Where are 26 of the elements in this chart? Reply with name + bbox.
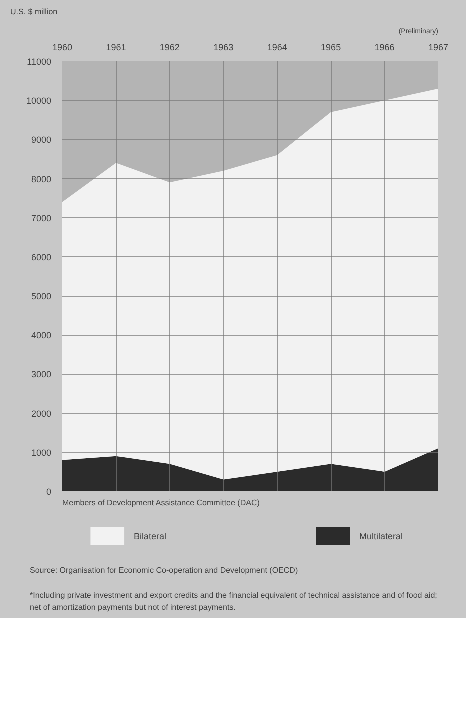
y-tick-label: 4000 bbox=[31, 330, 52, 341]
x-tick-label: 1964 bbox=[267, 42, 288, 52]
y-tick-label: 6000 bbox=[31, 252, 52, 262]
y-tick-label: 11000 bbox=[27, 57, 52, 67]
legend-label: Multilateral bbox=[360, 532, 404, 542]
y-tick-label: 10000 bbox=[26, 96, 52, 106]
y-tick-label: 3000 bbox=[31, 370, 52, 380]
y-axis-title: U.S. $ million bbox=[10, 8, 58, 16]
y-tick-label: 0 bbox=[46, 487, 52, 497]
y-tick-label: 9000 bbox=[31, 135, 52, 146]
x-tick-label: 1961 bbox=[106, 42, 126, 52]
y-tick-label: 8000 bbox=[31, 174, 52, 184]
y-tick-label: 5000 bbox=[31, 292, 52, 302]
y-tick-label: 2000 bbox=[31, 408, 52, 419]
x-tick-label: 1967 bbox=[428, 42, 449, 52]
x-tick-label: 1965 bbox=[321, 42, 342, 52]
y-tick-label: 1000 bbox=[31, 448, 52, 458]
legend-label: Bilateral bbox=[134, 532, 166, 542]
x-axis-title: Members of Development Assistance Committee (DAC) bbox=[62, 498, 260, 508]
x-tick-label: 1962 bbox=[160, 42, 180, 52]
x-tick-label: 1966 bbox=[374, 42, 395, 52]
source-note: Source: Organisation for Economic Co-operation and Development (OECD) bbox=[30, 565, 298, 576]
x-tick-label: 1960 bbox=[52, 42, 73, 52]
x-tick-label: 1963 bbox=[214, 42, 234, 52]
y-tick-label: 7000 bbox=[31, 213, 52, 224]
text: *Including private investment and export credits and the financial equivalent of technical assistance and of food aid; net of amortization payments but not of interest payments. bbox=[30, 590, 438, 614]
